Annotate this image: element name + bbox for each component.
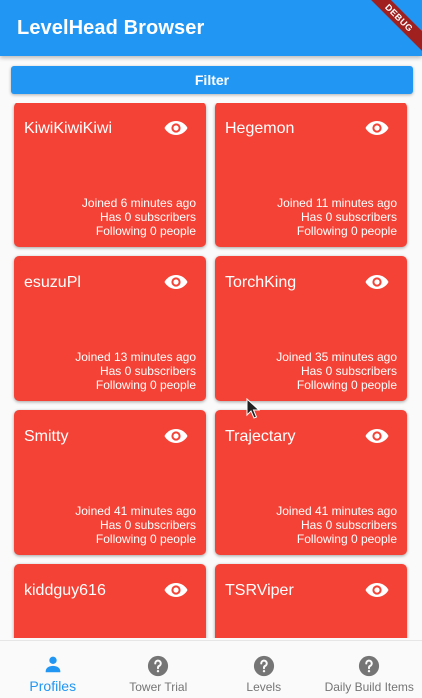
profile-grid: KiwiKiwiKiwi Joined 6 minutes ago Has 0 su… — [14, 103, 410, 638]
profile-card[interactable]: Hegemon Joined 11 minutes ago Has 0 subscr… — [215, 103, 407, 247]
person-icon — [42, 653, 64, 675]
view-eye-icon[interactable] — [365, 120, 389, 136]
debug-banner-label: DEBUG — [362, 0, 422, 55]
profile-following: Following 0 people — [95, 378, 196, 392]
profile-joined: Joined 13 minutes ago — [75, 350, 196, 364]
view-eye-icon[interactable] — [164, 428, 188, 444]
view-eye-icon[interactable] — [365, 274, 389, 290]
profile-name: TorchKing — [225, 274, 297, 291]
profile-joined: Joined 41 minutes ago — [276, 504, 397, 518]
profile-joined: Joined 11 minutes ago — [277, 196, 397, 210]
profile-card[interactable]: KiwiKiwiKiwi Joined 6 minutes ago Has 0 su… — [14, 103, 206, 247]
nav-item-profiles[interactable]: Profiles — [0, 641, 106, 698]
profile-name: TSRViper — [225, 582, 294, 599]
profile-following: Following 0 people — [296, 224, 397, 238]
nav-item-label: Levels — [246, 680, 282, 694]
profile-name: kiddguy616 — [24, 582, 106, 599]
mouse-cursor-icon — [246, 398, 260, 419]
profile-following: Following 0 people — [95, 532, 196, 546]
profile-card[interactable]: TSRViper — [215, 564, 407, 638]
nav-item-label: Daily Build Items — [324, 680, 414, 694]
profile-card[interactable]: kiddguy616 — [14, 564, 206, 638]
profile-name: Hegemon — [225, 120, 295, 137]
debug-banner: DEBUG — [362, 0, 422, 60]
profile-name: esuzuPl — [24, 274, 81, 291]
profile-stats: Joined 41 minutes ago Has 0 subscribers Fo… — [75, 504, 196, 546]
bottom-navigation: Profiles Tower Trial Levels Daily Build Ite… — [0, 640, 422, 698]
profile-subscribers: Has 0 subscribers — [99, 518, 196, 532]
nav-item-label: Profiles — [29, 678, 77, 694]
profile-subscribers: Has 0 subscribers — [300, 364, 397, 378]
nav-item-label: Tower Trial — [129, 680, 188, 694]
profile-stats: Joined 41 minutes ago Has 0 subscribers Fo… — [276, 504, 397, 546]
profile-joined: Joined 41 minutes ago — [75, 504, 196, 518]
app-bar: LevelHead Browser — [0, 0, 422, 56]
help-icon — [358, 655, 380, 677]
profile-following: Following 0 people — [296, 532, 397, 546]
nav-item-levels[interactable]: Levels — [211, 641, 317, 698]
profile-joined: Joined 35 minutes ago — [276, 350, 397, 364]
view-eye-icon[interactable] — [164, 120, 188, 136]
profile-stats: Joined 6 minutes ago Has 0 subscribers Fol… — [82, 196, 196, 238]
profile-following: Following 0 people — [296, 378, 397, 392]
profile-subscribers: Has 0 subscribers — [300, 518, 397, 532]
view-eye-icon[interactable] — [164, 274, 188, 290]
profile-name: Trajectary — [225, 428, 296, 445]
app-title: LevelHead Browser — [17, 16, 205, 39]
help-icon — [253, 655, 275, 677]
view-eye-icon[interactable] — [365, 582, 389, 598]
profile-stats: Joined 35 minutes ago Has 0 subscribers Fo… — [276, 350, 397, 392]
help-icon — [147, 655, 169, 677]
profile-name: Smitty — [24, 428, 69, 445]
view-eye-icon[interactable] — [164, 582, 188, 598]
profile-subscribers: Has 0 subscribers — [99, 210, 196, 224]
profile-grid-viewport[interactable]: KiwiKiwiKiwi Joined 6 minutes ago Has 0 su… — [0, 103, 422, 638]
filter-button[interactable]: Filter — [11, 66, 413, 94]
profile-card[interactable]: TorchKing Joined 35 minutes ago Has 0 subs… — [215, 256, 407, 401]
profile-stats: Joined 13 minutes ago Has 0 subscribers Fo… — [75, 350, 196, 392]
profile-stats: Joined 11 minutes ago Has 0 subscribers Fo… — [277, 196, 397, 238]
profile-subscribers: Has 0 subscribers — [300, 210, 397, 224]
profile-card[interactable]: esuzuPl Joined 13 minutes ago Has 0 subscr… — [14, 256, 206, 401]
nav-item-daily-build-items[interactable]: Daily Build Items — [317, 641, 422, 698]
profile-subscribers: Has 0 subscribers — [99, 364, 196, 378]
profile-card[interactable]: Trajectary Joined 41 minutes ago Has 0 sub… — [215, 410, 407, 555]
profile-name: KiwiKiwiKiwi — [24, 120, 113, 137]
profile-joined: Joined 6 minutes ago — [81, 196, 196, 210]
nav-item-tower-trial[interactable]: Tower Trial — [106, 641, 212, 698]
profile-card[interactable]: Smitty Joined 41 minutes ago Has 0 subscri… — [14, 410, 206, 555]
profile-following: Following 0 people — [95, 224, 196, 238]
view-eye-icon[interactable] — [365, 428, 389, 444]
